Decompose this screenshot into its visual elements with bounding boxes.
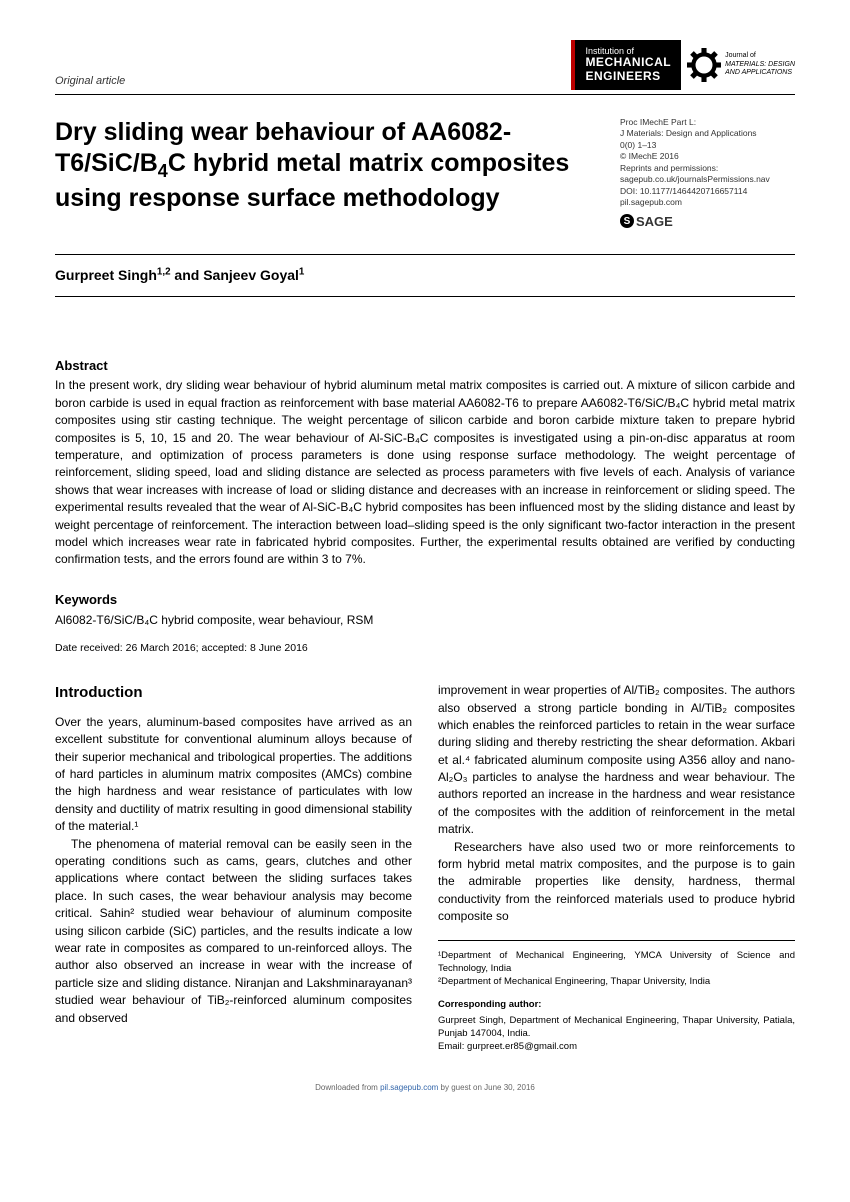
dates: Date received: 26 March 2016; accepted: … [55, 641, 795, 656]
journal-logo: Journal of MATERIALS: DESIGN AND APPLICA… [687, 48, 795, 82]
article-type: Original article [55, 74, 125, 90]
meta-line: sagepub.co.uk/journalsPermissions.nav [620, 174, 795, 185]
right-column: improvement in wear properties of Al/TiB… [438, 682, 795, 1054]
sage-text: SAGE [636, 213, 673, 231]
logos: Institution of MECHANICAL ENGINEERS [571, 40, 795, 90]
meta-line: 0(0) 1–13 [620, 140, 795, 151]
corr-text: Gurpreet Singh, Department of Mechanical… [438, 1014, 795, 1041]
body-columns: Introduction Over the years, aluminum-ba… [55, 682, 795, 1054]
journal-line2: MATERIALS: DESIGN [725, 61, 795, 69]
keywords-text: Al6082-T6/SiC/B₄C hybrid composite, wear… [55, 612, 795, 629]
footer: Downloaded from pil.sagepub.com by guest… [55, 1082, 795, 1094]
affiliations: ¹Department of Mechanical Engineering, Y… [438, 940, 795, 1054]
corr-heading: Corresponding author: [438, 998, 795, 1011]
journal-line1: Journal of [725, 52, 795, 60]
imeche-line2: MECHANICAL [585, 56, 671, 70]
corr-email: Email: gurpreet.er85@gmail.com [438, 1040, 795, 1053]
meta-line: J Materials: Design and Applications [620, 128, 795, 139]
meta-line: © IMechE 2016 [620, 151, 795, 162]
affil-1: ¹Department of Mechanical Engineering, Y… [438, 949, 795, 976]
imeche-logo: Institution of MECHANICAL ENGINEERS [571, 40, 681, 90]
meta-line: Reprints and permissions: [620, 163, 795, 174]
footer-prefix: Downloaded from [315, 1083, 380, 1092]
paper-title: Dry sliding wear behaviour of AA6082-T6/… [55, 117, 600, 214]
meta-line: pil.sagepub.com [620, 197, 795, 208]
intro-p2: The phenomena of material removal can be… [55, 836, 412, 1027]
intro-p3: improvement in wear properties of Al/TiB… [438, 682, 795, 839]
footer-suffix: by guest on June 30, 2016 [438, 1083, 535, 1092]
meta-line: Proc IMechE Part L: [620, 117, 795, 128]
affil-2: ²Department of Mechanical Engineering, T… [438, 975, 795, 988]
meta-line: DOI: 10.1177/1464420716657114 [620, 186, 795, 197]
intro-p4: Researchers have also used two or more r… [438, 839, 795, 926]
gear-icon [687, 48, 721, 82]
sage-s-icon: S [620, 214, 634, 228]
footer-link[interactable]: pil.sagepub.com [380, 1083, 438, 1092]
imeche-line3: ENGINEERS [585, 70, 671, 84]
authors: Gurpreet Singh1,2 and Sanjeev Goyal1 [55, 254, 795, 296]
abstract-text: In the present work, dry sliding wear be… [55, 377, 795, 568]
meta-col: Proc IMechE Part L: J Materials: Design … [620, 117, 795, 230]
intro-heading: Introduction [55, 682, 412, 704]
journal-line3: AND APPLICATIONS [725, 69, 795, 77]
intro-p1: Over the years, aluminum-based composite… [55, 714, 412, 836]
header-row: Original article Institution of MECHANIC… [55, 40, 795, 95]
journal-text: Journal of MATERIALS: DESIGN AND APPLICA… [725, 52, 795, 77]
abstract-heading: Abstract [55, 357, 795, 376]
title-meta-row: Dry sliding wear behaviour of AA6082-T6/… [55, 117, 795, 230]
left-column: Introduction Over the years, aluminum-ba… [55, 682, 412, 1054]
title-col: Dry sliding wear behaviour of AA6082-T6/… [55, 117, 600, 230]
keywords-heading: Keywords [55, 591, 795, 610]
sage-logo: SSAGE [620, 213, 795, 231]
